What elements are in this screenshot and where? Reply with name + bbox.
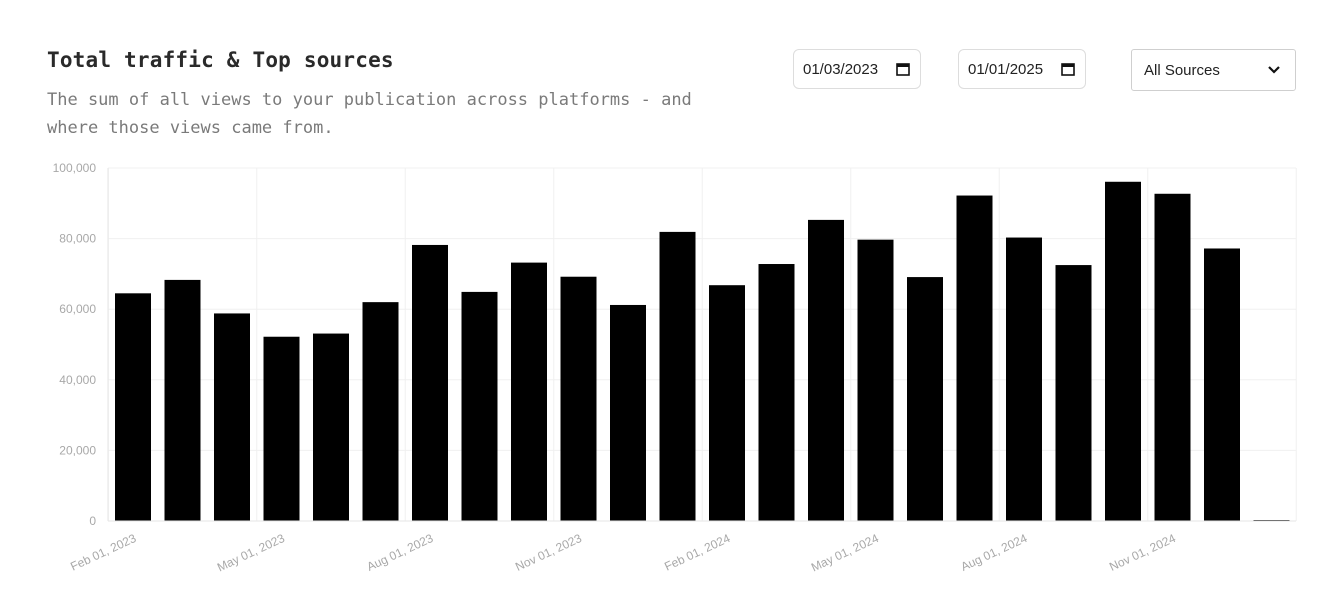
chart-bar bbox=[1154, 193, 1191, 522]
x-tick-label: May 01, 2024 bbox=[809, 531, 881, 575]
chart-bar bbox=[164, 279, 201, 521]
chart-bar bbox=[808, 219, 844, 522]
chart-bar bbox=[560, 276, 597, 521]
y-tick-label: 0 bbox=[89, 514, 96, 528]
chart-bar bbox=[461, 291, 498, 521]
x-tick-label: Nov 01, 2024 bbox=[1107, 531, 1178, 574]
calendar-icon[interactable] bbox=[1061, 62, 1075, 76]
x-tick-label: Feb 01, 2023 bbox=[68, 531, 138, 574]
y-tick-label: 80,000 bbox=[59, 232, 96, 246]
x-tick-label: Aug 01, 2024 bbox=[959, 531, 1030, 574]
end-date-input[interactable]: 01/01/2025 bbox=[958, 49, 1086, 89]
chevron-down-icon bbox=[1268, 66, 1280, 74]
chart-bar bbox=[115, 293, 151, 521]
chart-bar bbox=[610, 304, 646, 521]
y-tick-label: 100,000 bbox=[53, 161, 97, 175]
x-tick-label: May 01, 2023 bbox=[215, 531, 287, 575]
chart-bar bbox=[659, 231, 696, 521]
chart-bar bbox=[1006, 237, 1042, 521]
chart-bar bbox=[412, 244, 448, 522]
y-tick-label: 20,000 bbox=[59, 443, 96, 457]
chart-bar bbox=[709, 285, 745, 521]
x-tick-label: Nov 01, 2023 bbox=[513, 531, 584, 574]
chart-bar bbox=[758, 264, 795, 521]
chart-bar bbox=[857, 239, 894, 521]
source-select[interactable]: All Sources bbox=[1131, 49, 1296, 91]
chart-bar bbox=[263, 336, 300, 521]
calendar-icon[interactable] bbox=[896, 62, 910, 76]
end-date-value: 01/01/2025 bbox=[968, 60, 1044, 78]
start-date-input[interactable]: 01/03/2023 bbox=[793, 49, 921, 89]
chart-bar bbox=[907, 277, 943, 521]
chart-bar bbox=[1204, 248, 1240, 521]
start-date-value: 01/03/2023 bbox=[803, 60, 879, 78]
chart-bar bbox=[956, 195, 993, 521]
y-tick-label: 60,000 bbox=[59, 302, 96, 316]
chart-bar bbox=[362, 302, 399, 521]
chart-bar bbox=[1055, 265, 1092, 521]
chart-bar bbox=[313, 333, 349, 521]
y-tick-label: 40,000 bbox=[59, 373, 96, 387]
x-tick-label: Feb 01, 2024 bbox=[662, 531, 732, 574]
page-title: Total traffic & Top sources bbox=[47, 48, 394, 72]
page-subtitle: The sum of all views to your publication… bbox=[47, 90, 692, 138]
chart-bar bbox=[511, 262, 547, 521]
chart-bar bbox=[214, 313, 250, 521]
x-tick-label: Aug 01, 2023 bbox=[365, 531, 436, 574]
chart-bar bbox=[1105, 181, 1141, 521]
source-select-value: All Sources bbox=[1144, 61, 1220, 79]
